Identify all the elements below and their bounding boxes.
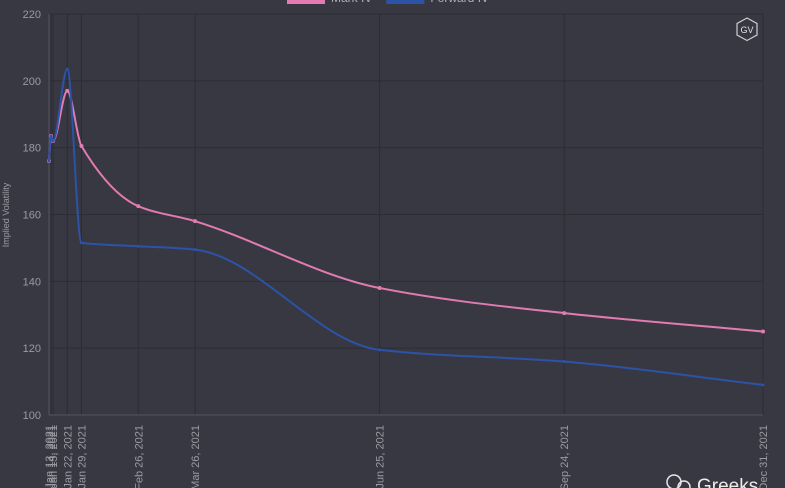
- series-line: [48, 89, 764, 333]
- watermark: Greeks: [666, 474, 758, 488]
- data-point: [136, 204, 141, 209]
- data-point: [65, 88, 70, 93]
- x-tick-label: Jan 29, 2021: [76, 425, 88, 488]
- data-point: [193, 248, 197, 252]
- series-line: [48, 68, 764, 386]
- y-tick-label: 100: [23, 410, 41, 422]
- x-tick-label: Jun 25, 2021: [375, 425, 387, 488]
- data-point: [761, 329, 765, 334]
- data-point: [562, 311, 567, 316]
- y-tick-label: 120: [23, 343, 41, 355]
- x-tick-label: Mar 26, 2021: [190, 425, 202, 488]
- logo-text: GV: [740, 25, 753, 35]
- y-tick-label: 140: [23, 276, 41, 288]
- data-point: [65, 67, 69, 71]
- data-point: [193, 219, 198, 224]
- watermark-text: Greeks: [697, 476, 758, 488]
- data-point: [377, 286, 382, 291]
- x-tick-label: Jan 22, 2021: [62, 425, 74, 488]
- watermark-icon: [666, 474, 682, 488]
- data-point: [562, 360, 566, 364]
- y-tick-label: 220: [23, 9, 41, 21]
- data-point: [51, 139, 55, 143]
- x-tick-label: Jan 15, 2021: [48, 425, 60, 488]
- y-tick-label: 200: [23, 76, 41, 88]
- data-point: [47, 159, 51, 163]
- x-tick-label: Sep 24, 2021: [559, 425, 571, 488]
- y-tick-label: 160: [23, 210, 41, 222]
- x-tick-label: Dec 31, 2021: [758, 425, 770, 488]
- x-tick-label: Feb 26, 2021: [133, 425, 145, 488]
- legend-label: Mark IV: [331, 0, 372, 5]
- data-point: [761, 383, 765, 387]
- y-axis-label: Implied Volatility: [1, 182, 11, 247]
- grid: [48, 13, 764, 416]
- watermark-icon: [677, 480, 691, 488]
- y-tick-label: 180: [23, 143, 41, 155]
- data-point: [79, 241, 83, 245]
- logo: GV: [736, 17, 758, 42]
- legend-swatch: [287, 0, 325, 4]
- data-point: [49, 134, 53, 138]
- data-point: [378, 348, 382, 352]
- x-tick-label: Jan 13, 2021: [44, 425, 56, 488]
- data-point: [79, 143, 84, 148]
- data-point: [136, 244, 140, 248]
- logo-hexagon: [736, 17, 758, 42]
- legend-label: Forward IV: [430, 0, 489, 5]
- legend-swatch: [386, 0, 425, 4]
- x-tick-label: Jan 14, 2021: [46, 425, 58, 488]
